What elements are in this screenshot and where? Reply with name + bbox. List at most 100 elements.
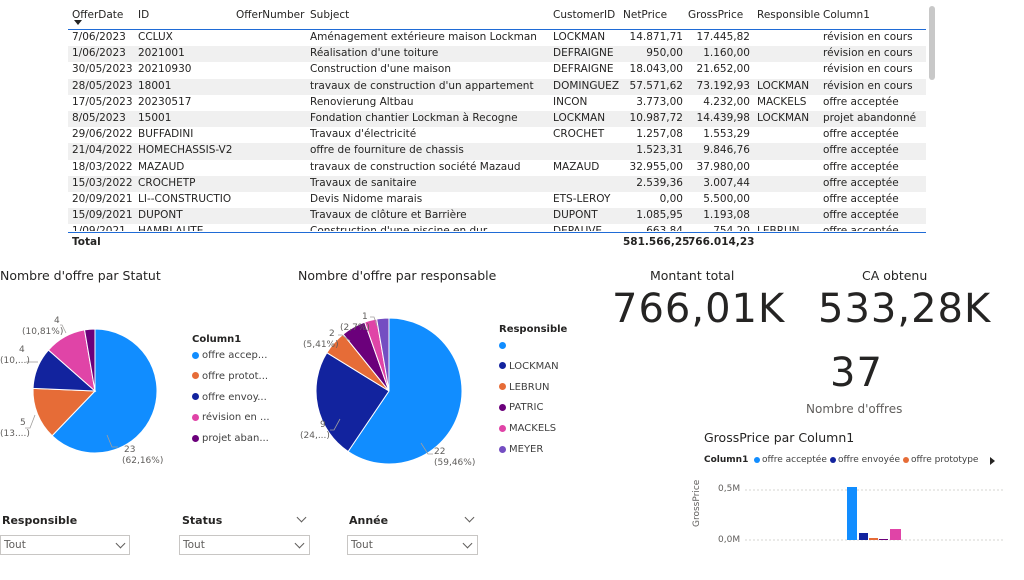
pie-status-legend-item[interactable]: offre protot...: [192, 371, 268, 382]
offers-table[interactable]: OfferDate ID OfferNumber Subject Custome…: [68, 0, 926, 252]
cell-grossprice: 21.652,00: [696, 63, 750, 76]
pie-resp-legend-item[interactable]: LOCKMAN: [499, 361, 559, 372]
cell-offerdate: 18/03/2022: [72, 160, 133, 173]
pie-status-slice-4[interactable]: [83, 328, 96, 392]
bar-legend-item[interactable]: offre prototype: [903, 455, 978, 465]
pie-status-legend-item[interactable]: révision en ...: [192, 412, 270, 423]
column-header-customerid[interactable]: CustomerID: [553, 9, 616, 21]
cell-column1: révision en cours: [823, 79, 913, 92]
sort-desc-icon[interactable]: [74, 20, 82, 25]
pie-resp-legend-item[interactable]: MEYER: [499, 444, 543, 455]
chevron-down-icon[interactable]: [296, 512, 307, 523]
cell-grossprice: 1.160,00: [703, 47, 750, 60]
pie-resp-legend-label: LOCKMAN: [509, 360, 559, 372]
bar-3[interactable]: [879, 539, 888, 540]
slicer-responsible-dropdown[interactable]: Tout: [0, 535, 130, 555]
table-row[interactable]: 21/04/2022 HOMECHASSIS-V2 offre de fournit…: [68, 143, 926, 160]
pie-resp-legend-item[interactable]: LEBRUN: [499, 382, 550, 393]
cell-column1: offre acceptée: [823, 176, 899, 189]
table-row[interactable]: 15/09/2021 DUPONT Travaux de clôture et Ba…: [68, 208, 926, 225]
cell-offerdate: 7/06/2023: [72, 31, 126, 43]
bar-4[interactable]: [890, 529, 901, 540]
pie-status-legend-item[interactable]: offre accep...: [192, 350, 267, 361]
pie-resp-slice-0[interactable]: [347, 317, 463, 465]
pie-resp-legend-label: PATRIC: [509, 402, 544, 414]
bar-chart-plot[interactable]: [745, 480, 1007, 550]
bar-2[interactable]: [869, 538, 878, 540]
cell-offerdate: 17/05/2023: [72, 95, 133, 108]
cell-netprice: 3.773,00: [636, 95, 683, 108]
table-scrollbar[interactable]: [929, 6, 935, 80]
table-row[interactable]: 30/05/2023 20210930 Construction d'une mai…: [68, 62, 926, 78]
legend-dot-icon: [499, 341, 506, 349]
pie-status-slice-1[interactable]: [32, 387, 97, 437]
cell-customerid: DEFRAIGNE: [553, 47, 614, 60]
slicer-year-dropdown[interactable]: Tout: [347, 535, 478, 555]
table-row[interactable]: 18/03/2022 MAZAUD travaux de construction …: [68, 160, 926, 176]
cell-customerid: CROCHET: [553, 128, 605, 141]
card-montant-value: 766,01K: [612, 286, 786, 332]
legend-dot-icon: [754, 456, 760, 463]
legend-dot-icon: [192, 413, 199, 421]
bar-0[interactable]: [847, 487, 857, 540]
pie-resp-label-lockman: 9 (24,...): [300, 420, 330, 441]
pie-resp-slice-5[interactable]: [376, 317, 390, 392]
table-row[interactable]: 17/05/2023 20230517 Renovierung Altbau INCO…: [68, 95, 926, 111]
pie-resp-chart[interactable]: [290, 285, 500, 485]
cell-subject: Aménagement extérieure maison Lockman: [310, 31, 537, 43]
cell-customerid: DEFRAIGNE: [553, 63, 614, 76]
slicer-status-dropdown[interactable]: Tout: [179, 535, 310, 555]
legend-next-icon[interactable]: [990, 457, 995, 465]
legend-dot-icon: [499, 424, 506, 432]
chevron-down-icon[interactable]: [464, 512, 475, 523]
table-row[interactable]: 1/09/2021HAMBLAUTE Construction d'une pis…: [68, 224, 926, 231]
pie-status-legend-item[interactable]: offre envoy...: [192, 392, 267, 403]
cell-id: LI--CONSTRUCTIO: [138, 193, 232, 205]
cell-column1: offre acceptée: [823, 95, 899, 108]
pie-resp-legend-label: LEBRUN: [509, 381, 550, 393]
table-row[interactable]: 1/06/2023 2021001 Réalisation d'une toitur…: [68, 46, 926, 63]
bar-legend-item[interactable]: offre acceptée: [754, 455, 827, 465]
chevron-down-icon: [115, 538, 126, 549]
pie-status-legend-label: offre envoy...: [202, 391, 267, 403]
legend-dot-icon: [499, 383, 506, 391]
column-header-offernumber[interactable]: OfferNumber: [236, 9, 305, 21]
pie-status-slice-0[interactable]: [51, 328, 158, 454]
cell-customerid: DOMINGUEZ: [553, 79, 620, 92]
table-row[interactable]: 20/09/2021 LI--CONSTRUCTIO Devis Nidome ma…: [68, 192, 926, 208]
cell-offerdate: 20/09/2021: [72, 193, 133, 205]
table-row[interactable]: 15/03/2022 CROCHETP Travaux de sanitaire 2.…: [68, 175, 926, 192]
column-header-column1[interactable]: Column1: [823, 9, 870, 21]
pie-resp-slice-1[interactable]: [315, 352, 390, 453]
cell-id: BUFFADINI: [138, 128, 194, 141]
column-header-grossprice[interactable]: GrossPrice: [688, 9, 744, 21]
table-total-row: Total 581.566,25 766.014,23: [68, 232, 926, 250]
cell-customerid: MAZAUD: [553, 160, 600, 173]
total-netprice: 581.566,25: [623, 236, 690, 248]
cell-offerdate: 15/03/2022: [72, 176, 133, 189]
pie-status-legend-item[interactable]: projet aban...: [192, 433, 269, 444]
pie-resp-legend-item[interactable]: MACKELS: [499, 423, 556, 434]
cell-column1: offre acceptée: [823, 160, 899, 173]
column-header-netprice[interactable]: NetPrice: [623, 9, 668, 21]
column-header-subject[interactable]: Subject: [310, 9, 350, 21]
column-header-offerdate[interactable]: OfferDate: [72, 9, 124, 21]
cell-subject: Travaux de clôture et Barrière: [310, 209, 467, 222]
bar-1[interactable]: [859, 533, 868, 540]
pie-resp-legend-item[interactable]: [499, 340, 509, 351]
column-header-responsible[interactable]: Responsible: [757, 9, 820, 21]
cell-customerid: DUPONT: [553, 209, 598, 222]
table-row[interactable]: 28/05/2023 18001 travaux de construction d…: [68, 78, 926, 95]
pie-status-chart[interactable]: [0, 285, 290, 485]
table-row[interactable]: 29/06/2022 BUFFADINI Travaux d'électricité…: [68, 127, 926, 143]
slicer-year-title: Année: [349, 514, 389, 527]
pie-resp-leaders: [330, 316, 433, 455]
cell-subject: Travaux de sanitaire: [310, 176, 417, 189]
pie-resp-legend-item[interactable]: PATRIC: [499, 402, 543, 413]
table-row[interactable]: 7/06/2023 CCLUX Aménagement extérieure mai…: [68, 30, 926, 46]
cell-column1: offre acceptée: [823, 193, 899, 205]
cell-id: 18001: [138, 79, 172, 92]
bar-legend-item[interactable]: offre envoyée: [830, 455, 900, 465]
column-header-id[interactable]: ID: [138, 9, 150, 21]
table-row[interactable]: 8/05/2023 15001 Fondation chantier Lockman…: [68, 111, 926, 128]
